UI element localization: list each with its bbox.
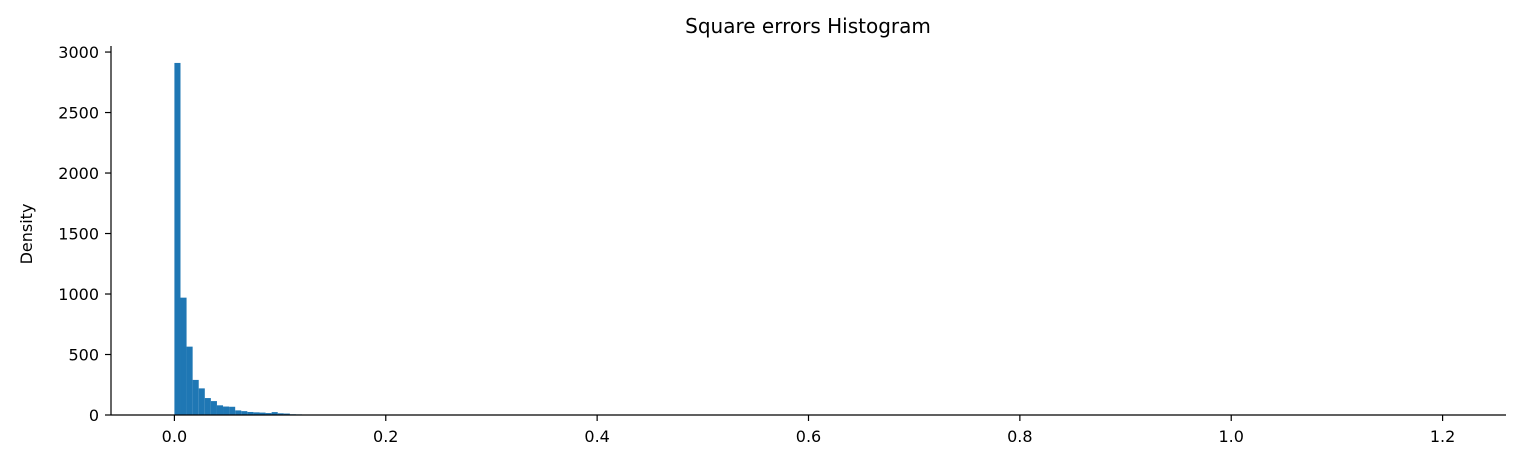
histogram-bar <box>223 407 229 415</box>
y-tick-label: 0 <box>89 406 99 425</box>
x-tick-label: 0.2 <box>373 427 398 446</box>
histogram-bar <box>235 410 241 415</box>
histogram-bar <box>180 298 186 415</box>
y-tick-label: 1500 <box>58 225 99 244</box>
x-tick-label: 0.4 <box>584 427 609 446</box>
x-tick-label: 0.0 <box>162 427 187 446</box>
y-tick-label: 500 <box>68 346 99 365</box>
bars-group <box>174 63 387 415</box>
x-tick-label: 0.6 <box>796 427 821 446</box>
x-tick-label: 0.8 <box>1007 427 1032 446</box>
y-tick-label: 3000 <box>58 43 99 62</box>
histogram-bar <box>199 388 205 415</box>
y-tick-label: 2500 <box>58 104 99 123</box>
histogram-bar <box>211 401 217 415</box>
histogram-bar <box>205 398 211 415</box>
chart-title: Square errors Histogram <box>685 14 931 38</box>
histogram-bar <box>187 347 193 415</box>
histogram-bar <box>193 380 199 415</box>
histogram-bar <box>174 63 180 415</box>
histogram-bar <box>217 405 223 415</box>
y-ticks-group: 0 500 1000 1500 2000 2500 3000 <box>58 43 111 425</box>
x-tick-label: 1.2 <box>1430 427 1455 446</box>
y-tick-label: 2000 <box>58 164 99 183</box>
y-axis-title: Density <box>17 204 36 265</box>
histogram-bar <box>229 407 235 415</box>
y-tick-label: 1000 <box>58 285 99 304</box>
x-tick-label: 1.0 <box>1219 427 1244 446</box>
x-ticks-group: 0.0 0.2 0.4 0.6 0.8 1.0 1.2 <box>162 415 1456 446</box>
